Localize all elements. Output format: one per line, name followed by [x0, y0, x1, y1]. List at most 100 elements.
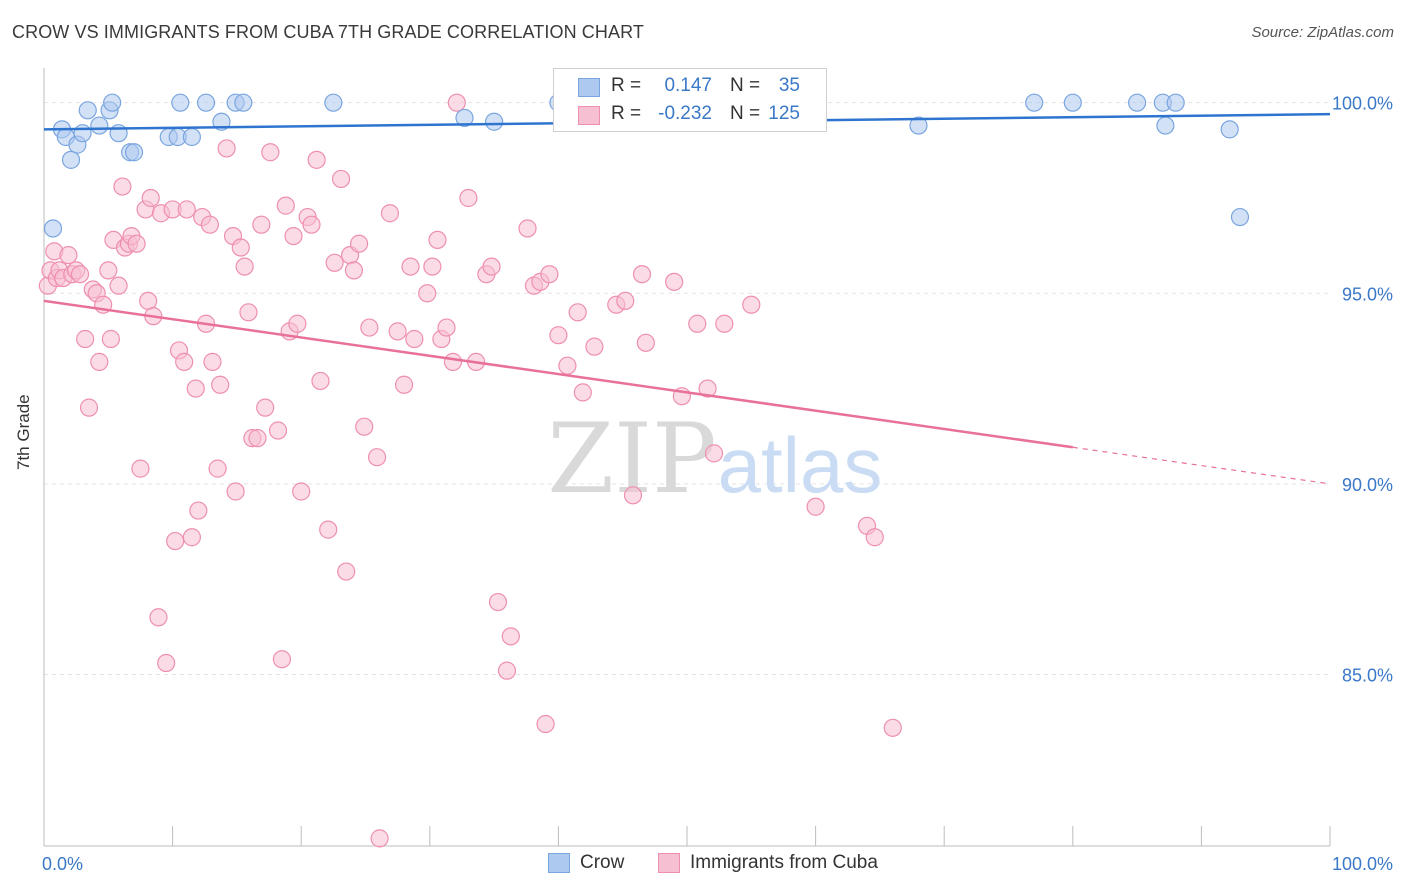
cuba-point: [79, 398, 99, 417]
cuba-point: [186, 379, 205, 398]
cuba-point: [226, 482, 245, 501]
cuba-point: [585, 337, 604, 356]
cuba-point: [549, 326, 568, 345]
crow-point: [1166, 93, 1185, 112]
n-value: 125: [768, 103, 800, 124]
cuba-point: [109, 276, 128, 295]
crow-point: [78, 101, 97, 120]
x-tick-label-0: 0.0%: [42, 854, 83, 874]
crow-point: [90, 116, 109, 135]
cuba-point: [704, 444, 724, 463]
chart-title: CROW VS IMMIGRANTS FROM CUBA 7TH GRADE C…: [12, 22, 644, 42]
cuba-point: [101, 329, 120, 349]
cuba-point: [319, 520, 338, 539]
cuba-point: [175, 352, 194, 371]
y-tick-label-0: 100.0%: [1332, 94, 1393, 114]
cuba-point: [256, 398, 275, 417]
cuba-point: [302, 215, 321, 234]
crow-point: [485, 112, 504, 131]
cuba-point: [616, 291, 635, 311]
cuba-point: [200, 215, 219, 234]
crow-point: [61, 150, 81, 169]
crow-legend-swatch: [548, 853, 570, 873]
cuba-point: [367, 448, 387, 467]
crow-legend-label: Crow: [580, 852, 625, 873]
x-tick-label-1: 100.0%: [1332, 854, 1393, 874]
cuba-point: [742, 295, 761, 314]
crow-swatch: [578, 78, 600, 97]
cuba-point: [149, 608, 168, 627]
y-tick-label-2: 90.0%: [1342, 475, 1393, 495]
cuba-point: [261, 143, 280, 162]
source-label: Source: ZipAtlas.com: [1251, 24, 1394, 41]
cuba-point: [355, 417, 374, 436]
cuba-point: [284, 226, 303, 246]
axes: [43, 68, 1331, 847]
cuba-point: [182, 528, 201, 547]
crow-point: [1063, 93, 1082, 112]
cuba-point: [482, 257, 501, 276]
cuba-points: [38, 93, 902, 848]
crow-point: [455, 108, 474, 128]
correlation-legend: R = 0.147 N = 35 R = -0.232 N = 125: [553, 68, 827, 132]
cuba-point: [443, 352, 463, 371]
cuba-point: [688, 314, 707, 333]
cuba-point: [211, 375, 230, 394]
cuba-point: [428, 230, 447, 250]
cuba-point: [307, 150, 326, 169]
cuba-point: [437, 318, 456, 337]
cuba-point: [288, 314, 307, 333]
r-label: R =: [611, 103, 642, 124]
cuba-point: [203, 352, 222, 371]
cuba-point: [632, 265, 652, 284]
cuba-point: [166, 531, 185, 551]
cuba-point: [90, 352, 109, 371]
crow-point: [1230, 207, 1250, 227]
cuba-point: [131, 459, 150, 478]
crow-points: [43, 93, 1250, 238]
y-tick-label-1: 95.0%: [1342, 284, 1393, 304]
crow-point: [234, 93, 253, 112]
crow-point: [196, 93, 216, 112]
cuba-point: [568, 303, 587, 322]
cuba-point: [344, 261, 364, 280]
cuba-point: [311, 371, 330, 391]
cuba-swatch: [578, 106, 600, 125]
cuba-point: [423, 257, 442, 276]
cuba-point: [337, 562, 356, 581]
crow-point: [103, 93, 122, 112]
cuba-point: [665, 272, 684, 291]
cuba-point: [276, 196, 295, 215]
crow-point: [1156, 116, 1175, 135]
cuba-trend-line: [43, 299, 1073, 449]
crow-point: [1025, 93, 1044, 112]
crow-point: [1220, 120, 1239, 139]
crow-point: [43, 219, 63, 238]
cuba-point: [447, 93, 466, 112]
crow-point: [124, 143, 144, 162]
cuba-point: [272, 650, 292, 669]
cuba-point: [401, 257, 420, 276]
cuba-point: [127, 234, 146, 253]
cuba-point: [459, 188, 478, 208]
cuba-point: [76, 329, 95, 349]
crow-point: [1127, 93, 1147, 112]
cuba-point: [59, 246, 78, 265]
cuba-point: [141, 188, 160, 208]
cuba-point: [380, 204, 400, 223]
cuba-point: [208, 459, 227, 478]
cuba-point: [636, 333, 655, 352]
cuba-trend-extension: [1072, 446, 1331, 485]
cuba-point: [349, 234, 369, 253]
cuba-point: [405, 329, 424, 349]
cuba-point: [573, 383, 592, 402]
cuba-point: [394, 375, 414, 394]
tick-labels: 100.0% 95.0% 90.0% 85.0% 0.0% 100.0%: [42, 94, 1393, 874]
cuba-point: [99, 261, 118, 280]
crow-point: [909, 116, 928, 135]
cuba-point: [268, 421, 288, 440]
r-value: 0.147: [664, 75, 712, 96]
watermark-atlas: atlas: [718, 421, 883, 509]
cuba-point: [497, 661, 517, 680]
crow-point: [171, 93, 190, 112]
